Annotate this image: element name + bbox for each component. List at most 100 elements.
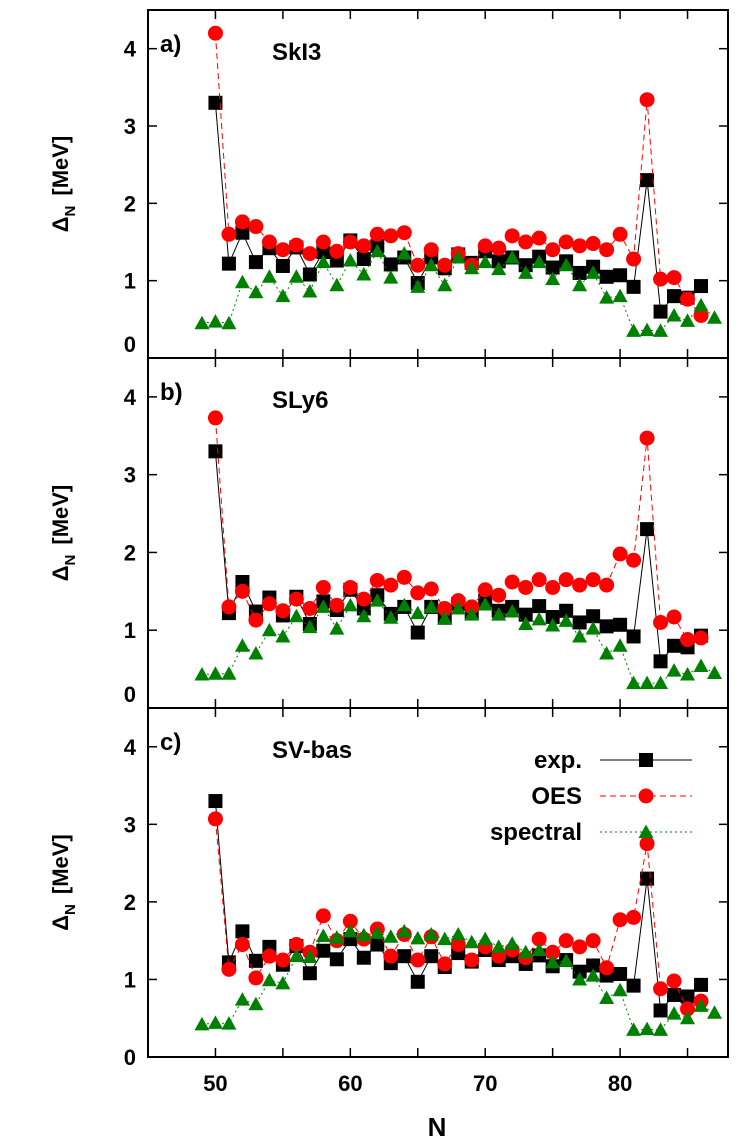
data-point-spectral (261, 269, 277, 283)
data-point-spectral (518, 944, 534, 959)
data-point-exp (208, 794, 223, 809)
data-point-oes (518, 234, 534, 250)
data-point-oes (410, 585, 426, 601)
data-point-oes (302, 600, 318, 616)
data-point-spectral (315, 254, 331, 269)
data-point-oes (396, 225, 412, 241)
data-point-exp (626, 978, 641, 993)
data-point-spectral (194, 667, 210, 681)
data-point-spectral (693, 998, 709, 1012)
data-point-exp (694, 279, 709, 294)
data-point-oes (329, 597, 345, 613)
data-point-spectral (248, 284, 264, 299)
data-point-spectral (410, 279, 426, 293)
y-tick-label: 2 (124, 540, 136, 565)
data-point-spectral (491, 261, 507, 276)
x-axis-label: N (428, 1112, 447, 1142)
panel-title: SkI3 (272, 39, 321, 66)
legend-label-spectral: spectral (490, 819, 582, 846)
data-point-spectral (221, 315, 237, 330)
data-point-oes (423, 581, 439, 597)
data-point-exp (694, 977, 709, 992)
data-point-oes (531, 572, 547, 588)
panel-2: 0 1 2 3 4 ΔN [MeV] b) SLy6 (48, 357, 729, 709)
data-point-oes (572, 939, 588, 955)
data-point-spectral (545, 954, 561, 969)
data-point-spectral (275, 288, 291, 303)
y-axis-subscript: N (62, 904, 79, 915)
plot-frame (147, 707, 729, 1058)
y-tick-label: 0 (124, 682, 136, 707)
data-point-spectral (302, 283, 318, 298)
data-point-oes (248, 970, 264, 986)
data-point-oes (356, 238, 372, 254)
data-point-spectral (329, 621, 345, 635)
data-point-spectral (383, 270, 399, 284)
data-point-spectral (275, 628, 291, 643)
data-point-exp (248, 255, 263, 270)
data-point-exp (356, 252, 371, 267)
y-tick-label: 1 (124, 967, 136, 992)
data-point-spectral (194, 1016, 210, 1031)
data-point-spectral (207, 314, 223, 328)
data-point-spectral (356, 266, 372, 281)
data-point-spectral (450, 249, 466, 264)
data-point-exp (653, 304, 668, 319)
y-axis-label: ΔN [MeV] (48, 136, 79, 233)
data-point-oes (207, 811, 223, 827)
data-point-oes (626, 909, 642, 925)
data-point-oes (599, 577, 615, 593)
data-point-spectral (369, 243, 385, 258)
series-exp (208, 95, 709, 319)
data-point-exp (640, 871, 655, 886)
data-point-oes (410, 257, 426, 273)
data-point-exp (518, 258, 533, 273)
data-point-oes (288, 937, 304, 953)
data-point-oes (450, 937, 466, 953)
data-point-exp (518, 607, 533, 622)
data-point-oes (329, 243, 345, 259)
data-point-spectral (221, 666, 237, 680)
data-point-exp (208, 444, 223, 459)
data-point-oes (585, 933, 601, 949)
data-point-oes (653, 271, 669, 287)
data-point-exp (532, 599, 547, 614)
data-point-oes (585, 572, 601, 588)
data-point-spectral (572, 277, 588, 292)
y-tick-label: 3 (124, 463, 136, 488)
data-point-oes (342, 234, 358, 250)
legend-marker-spectral (638, 824, 654, 838)
data-point-oes (572, 577, 588, 593)
x-tick-label: 70 (473, 1071, 497, 1096)
data-point-spectral (612, 288, 628, 303)
data-point-exp (329, 952, 344, 967)
data-point-spectral (221, 1016, 237, 1030)
series-oes (207, 811, 709, 1017)
data-point-spectral (572, 628, 588, 643)
data-point-oes (491, 240, 507, 256)
data-point-spectral (639, 322, 655, 337)
series-spectral (194, 593, 723, 690)
data-point-spectral (261, 622, 277, 637)
legend: exp. OES spectral (490, 747, 692, 846)
data-point-spectral (464, 260, 480, 275)
data-point-oes (639, 836, 655, 852)
data-point-spectral (234, 992, 250, 1006)
data-point-oes (248, 219, 264, 235)
data-point-exp (572, 265, 587, 280)
data-point-spectral (653, 1022, 669, 1036)
data-point-oes (275, 952, 291, 968)
data-point-spectral (558, 257, 574, 272)
data-point-spectral (356, 927, 372, 942)
data-point-oes (612, 226, 628, 242)
data-point-spectral (248, 996, 264, 1011)
x-tick-label: 60 (338, 1071, 362, 1096)
y-tick-label: 4 (124, 385, 137, 410)
legend-label-exp: exp. (534, 747, 582, 774)
data-point-oes (234, 937, 250, 953)
data-point-spectral (288, 948, 304, 963)
y-axis-subscript: N (62, 555, 79, 566)
panel-title: SLy6 (272, 387, 328, 414)
data-point-spectral (572, 971, 588, 986)
y-axis-unit: [MeV] (48, 136, 73, 196)
